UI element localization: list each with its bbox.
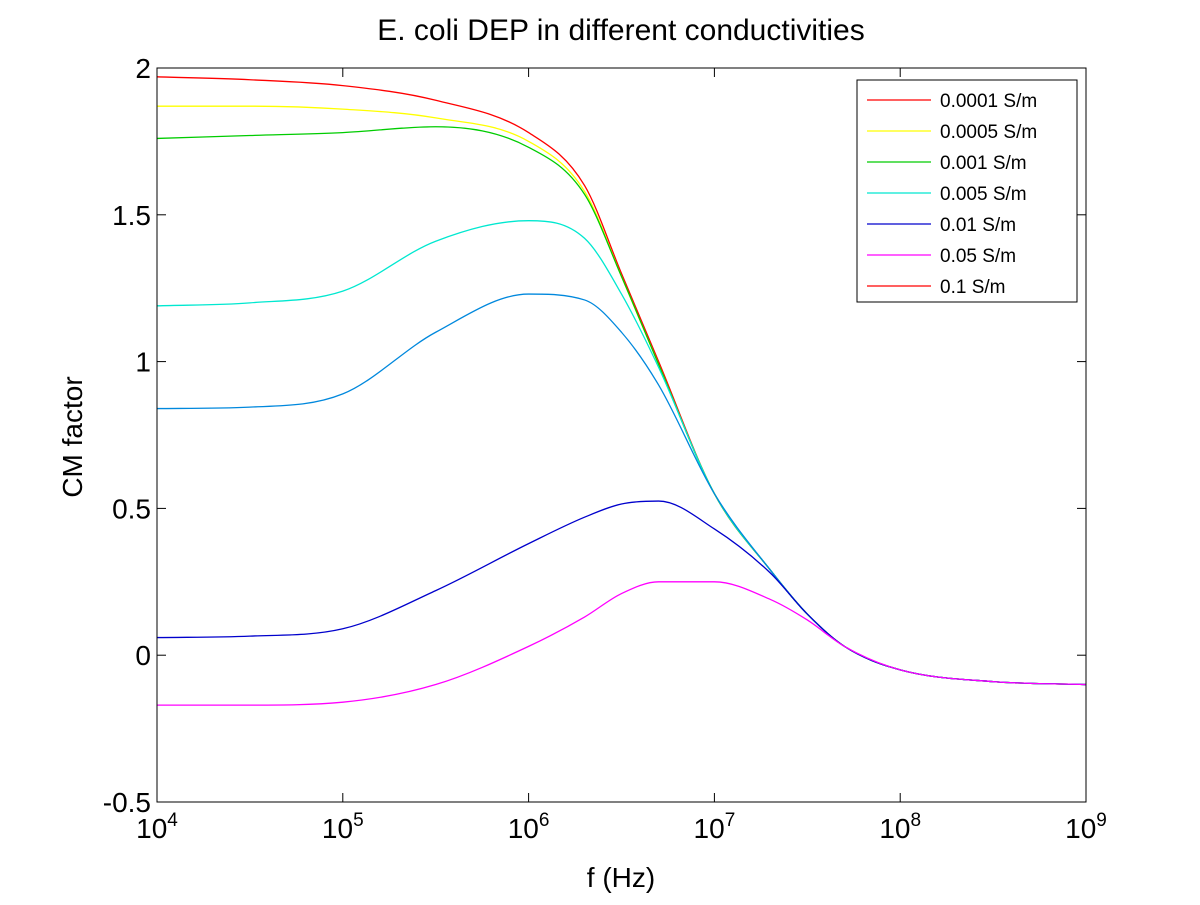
y-tick-label-6: 2 [135,53,151,84]
x-tick-label-4: 107 [694,810,736,844]
series-line-7 [156,581,1087,706]
legend-label-2: 0.0005 S/m [940,122,1037,143]
series-layer [156,76,1087,706]
legend-label-4: 0.005 S/m [940,184,1027,205]
legend-label-1: 0.0001 S/m [940,91,1037,112]
legend-label-5: 0.01 S/m [940,215,1016,236]
x-axis-label: f (Hz) [587,862,655,893]
legend-label-7: 0.1 S/m [940,277,1005,298]
x-tick-label-3: 106 [508,810,550,844]
chart-title: E. coli DEP in different conductivities [377,14,864,47]
legend-label-6: 0.05 S/m [940,246,1016,267]
tick-layer: 104 105 106 107 108 109 -0.5 0 0.5 1 1.5 2 [103,53,1107,844]
legend: 0.0001 S/m 0.0005 S/m 0.001 S/m 0.005 S/m 0.… [856,79,1078,303]
y-tick-label-2: 0 [135,640,151,671]
x-tick-label-2: 105 [322,810,364,844]
y-tick-label-5: 1.5 [112,200,151,231]
x-tick-label-1: 104 [136,810,178,844]
legend-items: 0.0001 S/m 0.0005 S/m 0.001 S/m 0.005 S/m 0.… [867,91,1037,298]
y-tick-label-1: -0.5 [103,787,151,818]
y-axis-label: CM factor [57,376,88,497]
legend-box [856,79,1078,303]
x-tick-label-5: 108 [879,810,921,844]
x-tick-label-6: 109 [1065,810,1107,844]
axes-box [156,67,1087,803]
legend-label-3: 0.001 S/m [940,153,1027,174]
y-tick-label-4: 1 [135,347,151,378]
y-tick-label-3: 0.5 [112,493,151,524]
